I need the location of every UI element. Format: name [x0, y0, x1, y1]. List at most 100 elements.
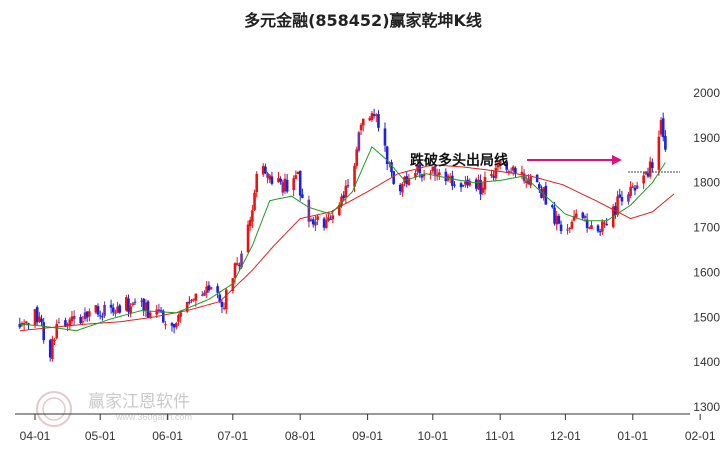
candle-body — [327, 217, 330, 221]
candle-body — [72, 316, 76, 320]
candle-body — [479, 180, 482, 195]
candle-body — [438, 172, 441, 175]
candle-body — [477, 179, 480, 190]
candle-body — [494, 167, 498, 179]
candle-body — [270, 176, 274, 184]
candle-body — [372, 114, 376, 116]
candle-body — [70, 316, 74, 322]
candle-body — [535, 174, 539, 183]
candle-body — [174, 323, 178, 328]
candle-body — [157, 309, 161, 311]
candle-body — [88, 311, 91, 317]
candle-body — [605, 223, 609, 226]
candle-body — [127, 298, 130, 312]
candle-body — [570, 221, 574, 229]
candle-body — [524, 181, 528, 183]
candle-body — [453, 184, 456, 186]
candle-body — [514, 167, 517, 174]
candle-body — [390, 162, 393, 173]
candle-body — [555, 215, 559, 225]
candle-body — [459, 183, 463, 188]
y-tick-label: 1600 — [693, 265, 720, 279]
candle-body — [418, 164, 422, 174]
candle-body — [296, 171, 300, 174]
candle-body — [179, 312, 182, 317]
candle-body — [18, 323, 22, 328]
candle-body — [338, 204, 341, 216]
x-tick-label: 06-01 — [152, 429, 183, 443]
candle-body — [301, 194, 304, 198]
candle-body — [661, 118, 665, 138]
candle-body — [540, 189, 543, 199]
candle-body — [101, 316, 104, 318]
candle-body — [329, 218, 332, 220]
candle-body — [201, 294, 204, 296]
candle-body — [353, 165, 356, 187]
candle-body — [651, 162, 654, 168]
candle-body — [618, 194, 622, 198]
candle-body — [385, 146, 389, 165]
candle-body — [281, 182, 285, 193]
x-tick-label: 11-01 — [485, 429, 515, 443]
candle-body — [96, 306, 100, 315]
candle-body — [103, 304, 106, 316]
candle-body — [377, 114, 380, 128]
candle-body — [222, 307, 226, 309]
candle-body — [496, 165, 500, 168]
candle-body — [109, 304, 113, 308]
candle-body — [324, 220, 328, 229]
candle-body — [398, 184, 402, 192]
candle-body — [48, 340, 52, 358]
ma-short-line — [19, 145, 666, 332]
annotation-text: 跌破多头出局线 — [410, 152, 508, 169]
candle-body — [27, 323, 30, 325]
candle-body — [279, 178, 282, 182]
candle-body — [209, 287, 213, 289]
candle-body — [583, 216, 587, 219]
candle-body — [38, 316, 41, 322]
candle-body — [266, 173, 269, 178]
candle-body — [185, 301, 189, 312]
candle-body — [261, 165, 265, 175]
candle-body — [188, 301, 191, 303]
candle-body — [574, 213, 578, 218]
candle-body — [172, 324, 176, 328]
candle-body — [294, 175, 298, 179]
chart-title: 多元金融(858452)赢家乾坤K线 — [244, 11, 482, 30]
candle-body — [238, 265, 241, 267]
candle-body — [144, 302, 148, 311]
candle-body — [407, 178, 411, 186]
candle-body — [114, 312, 117, 314]
candle-body — [361, 118, 365, 126]
candle-body — [642, 175, 645, 184]
candle-body — [251, 210, 254, 222]
x-tick-label: 07-01 — [217, 429, 248, 443]
candle-body — [124, 297, 128, 311]
candlestick-series — [18, 108, 667, 362]
candle-body — [344, 185, 348, 198]
candle-body — [631, 186, 635, 188]
candle-body — [83, 312, 87, 320]
candle-body — [590, 225, 593, 230]
candle-body — [224, 289, 228, 310]
candle-body — [616, 196, 619, 216]
candle-body — [538, 184, 541, 189]
candle-body — [601, 221, 604, 232]
watermark: 赢家江恩软件 www.360gann.com — [36, 391, 192, 427]
candle-body — [116, 306, 119, 313]
candle-body — [627, 194, 630, 202]
x-tick-label: 08-01 — [285, 429, 316, 443]
candle-body — [194, 293, 198, 301]
candle-body — [140, 300, 143, 302]
candle-body — [220, 301, 224, 308]
ma-long-line — [19, 164, 675, 332]
candle-body — [53, 340, 56, 342]
candle-body — [142, 298, 145, 311]
candle-body — [159, 310, 163, 313]
candle-body — [33, 309, 37, 326]
candle-body — [403, 176, 406, 183]
candle-body — [342, 195, 345, 199]
candle-body — [207, 285, 211, 291]
candle-body — [374, 114, 378, 116]
candle-body — [131, 303, 135, 305]
